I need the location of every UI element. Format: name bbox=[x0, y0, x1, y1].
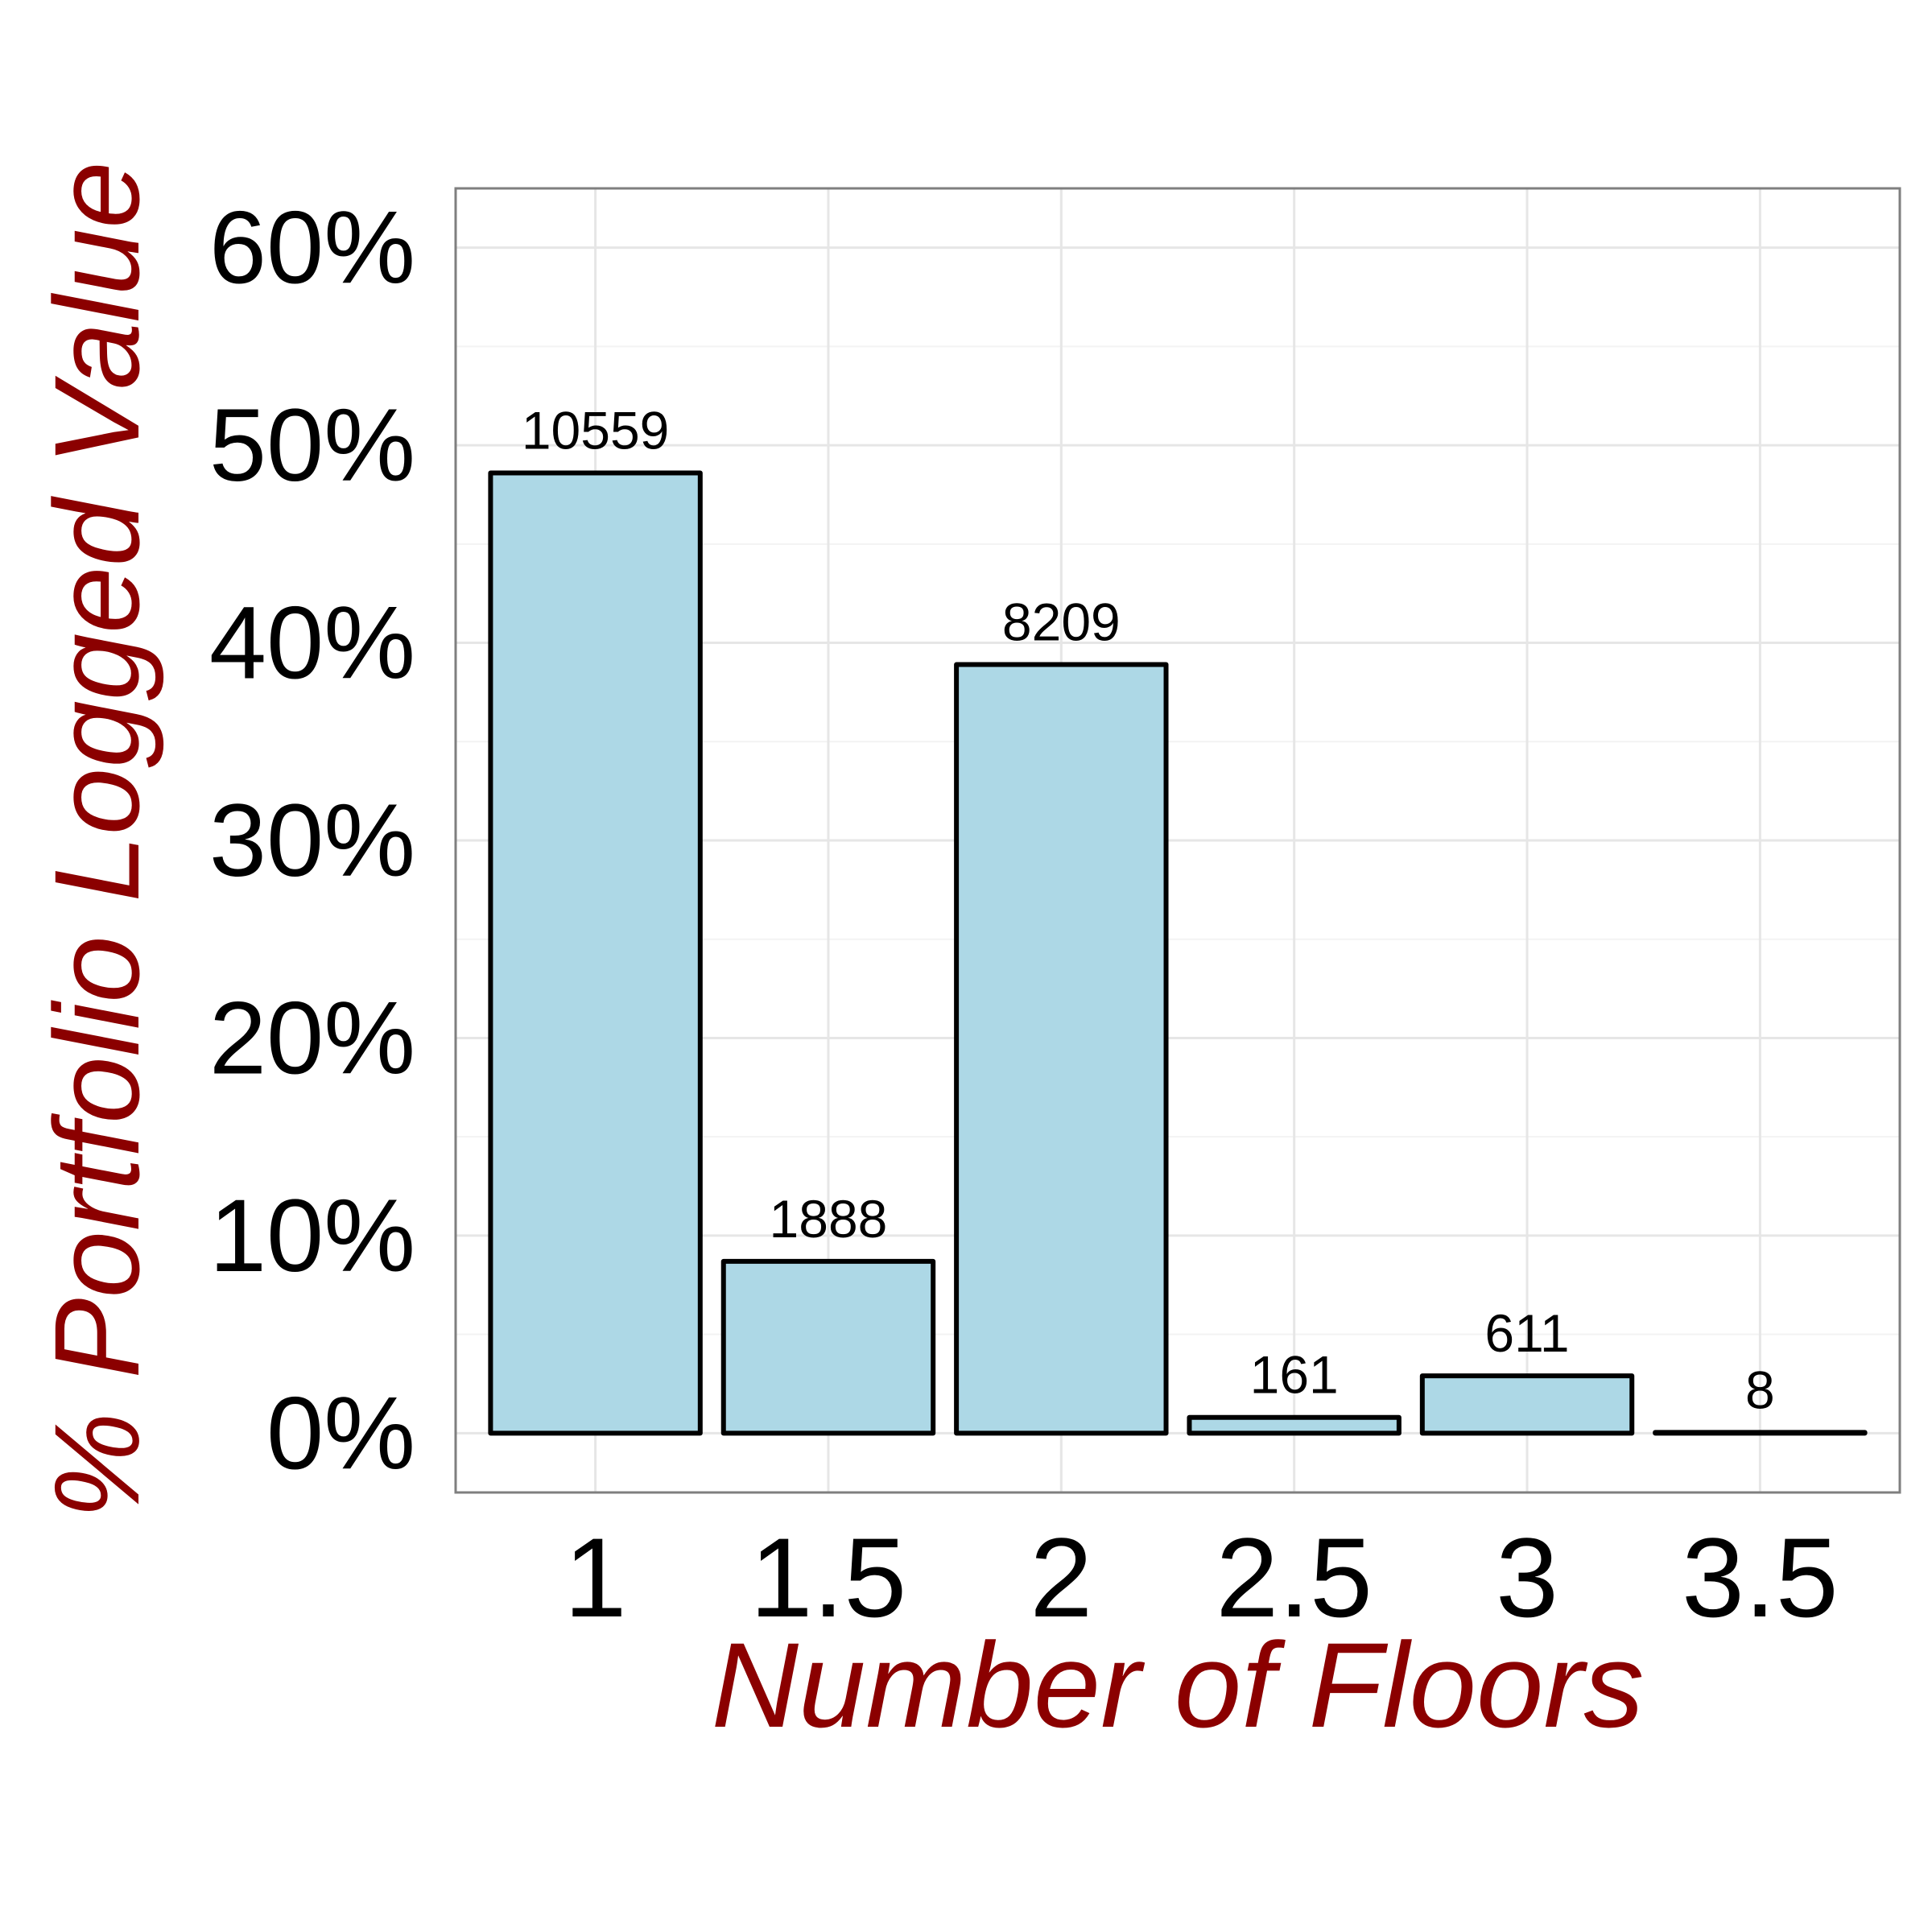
bar-1.5 bbox=[720, 1258, 936, 1436]
y-tick-label: 20% bbox=[209, 980, 415, 1096]
bar-3.5 bbox=[1653, 1430, 1868, 1436]
y-tick-label: 50% bbox=[209, 388, 415, 503]
data-label-2: 8209 bbox=[1002, 592, 1121, 652]
bars bbox=[488, 470, 1868, 1436]
x-tick-label: 1.5 bbox=[750, 1514, 907, 1641]
panel-border bbox=[454, 187, 1901, 1494]
y-tick-labels: 0% 10% 20% 30% 40% 50% 60% bbox=[209, 191, 415, 1492]
data-label-1: 10559 bbox=[522, 400, 670, 460]
bar-2 bbox=[954, 662, 1169, 1436]
data-label-1.5: 1888 bbox=[770, 1189, 888, 1249]
x-tick-label: 2 bbox=[1030, 1514, 1092, 1641]
x-tick-label: 3 bbox=[1496, 1514, 1558, 1641]
data-label-3.5: 8 bbox=[1745, 1360, 1775, 1419]
data-label-3: 611 bbox=[1484, 1303, 1569, 1363]
x-tick-labels: 1 1.5 2 2.5 3 3.5 bbox=[564, 1514, 1839, 1641]
x-tick-label: 1 bbox=[564, 1514, 627, 1641]
y-tick-label: 60% bbox=[209, 191, 415, 306]
x-tick-label: 3.5 bbox=[1682, 1514, 1839, 1641]
y-tick-label: 30% bbox=[209, 783, 415, 898]
y-tick-label: 10% bbox=[209, 1179, 415, 1294]
x-tick-label: 2.5 bbox=[1216, 1514, 1373, 1641]
data-labels: 10559 1888 8209 161 611 8 bbox=[522, 400, 1775, 1419]
y-tick-label: 0% bbox=[266, 1376, 415, 1491]
y-axis-title: % Portfolio Logged Value bbox=[29, 161, 164, 1519]
bar-3 bbox=[1419, 1373, 1635, 1436]
bar-2.5 bbox=[1187, 1414, 1402, 1436]
bar-1 bbox=[488, 470, 703, 1436]
y-tick-label: 40% bbox=[209, 586, 415, 701]
data-label-2.5: 161 bbox=[1250, 1345, 1339, 1405]
x-axis-title: Number of Floors bbox=[712, 1617, 1645, 1752]
